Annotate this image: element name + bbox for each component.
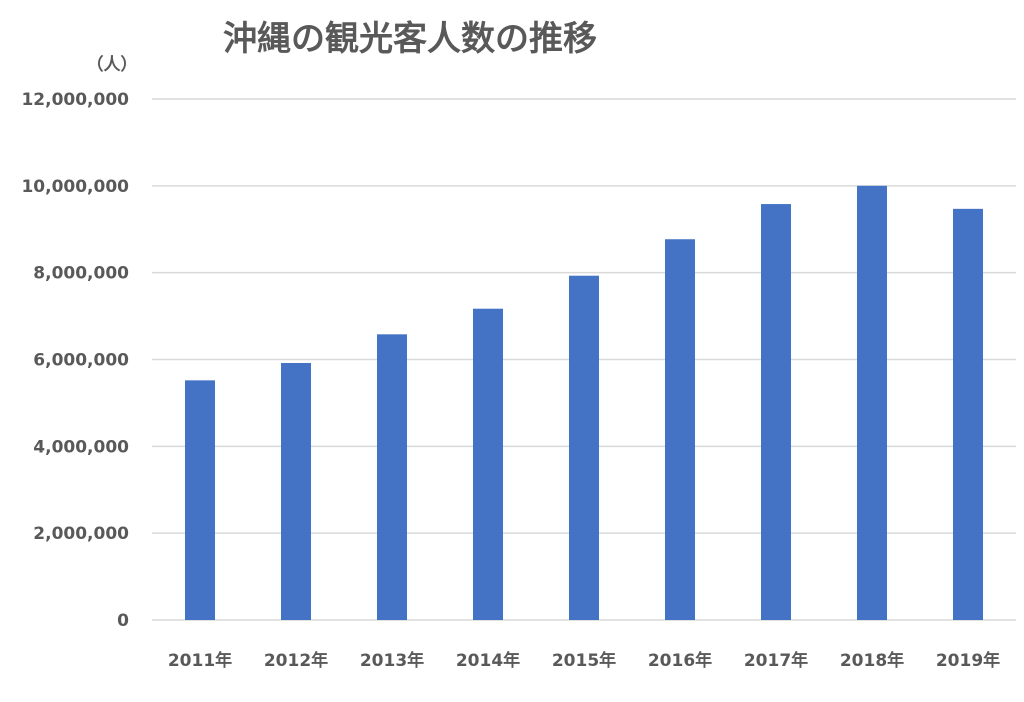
x-axis-category-labels: 2011年 2012年 2013年 2014年 2015年 2016年 2017年 2018年… xyxy=(168,650,1000,671)
bar xyxy=(953,208,983,620)
x-tick-label: 2018年 xyxy=(840,650,904,671)
y-tick-label: 4,000,000 xyxy=(33,437,129,457)
x-tick-label: 2013年 xyxy=(360,650,424,671)
y-axis-tick-labels: 0 2,000,000 4,000,000 6,000,000 8,000,000 10,… xyxy=(21,90,129,631)
bars xyxy=(185,185,983,621)
bar xyxy=(569,275,599,620)
y-tick-label: 12,000,000 xyxy=(21,90,129,110)
bar xyxy=(473,308,503,620)
y-tick-label: 8,000,000 xyxy=(33,264,129,284)
x-tick-label: 2015年 xyxy=(552,650,616,671)
y-tick-label: 10,000,000 xyxy=(21,177,129,197)
y-tick-label: 2,000,000 xyxy=(33,524,129,544)
x-tick-label: 2017年 xyxy=(744,650,808,671)
x-tick-label: 2016年 xyxy=(648,650,712,671)
x-tick-label: 2012年 xyxy=(264,650,328,671)
x-tick-label: 2019年 xyxy=(936,650,1000,671)
y-unit-label: （人） xyxy=(87,54,138,75)
y-tick-label: 6,000,000 xyxy=(33,351,129,371)
bar xyxy=(377,334,407,620)
chart-title: 沖縄の観光客人数の推移 xyxy=(223,19,597,59)
bar xyxy=(857,185,887,621)
x-tick-label: 2011年 xyxy=(168,650,232,671)
x-tick-label: 2014年 xyxy=(456,650,520,671)
bar xyxy=(665,239,695,620)
y-tick-label: 0 xyxy=(117,611,129,631)
bar xyxy=(185,380,215,620)
bar xyxy=(761,204,791,620)
bar xyxy=(281,362,311,620)
